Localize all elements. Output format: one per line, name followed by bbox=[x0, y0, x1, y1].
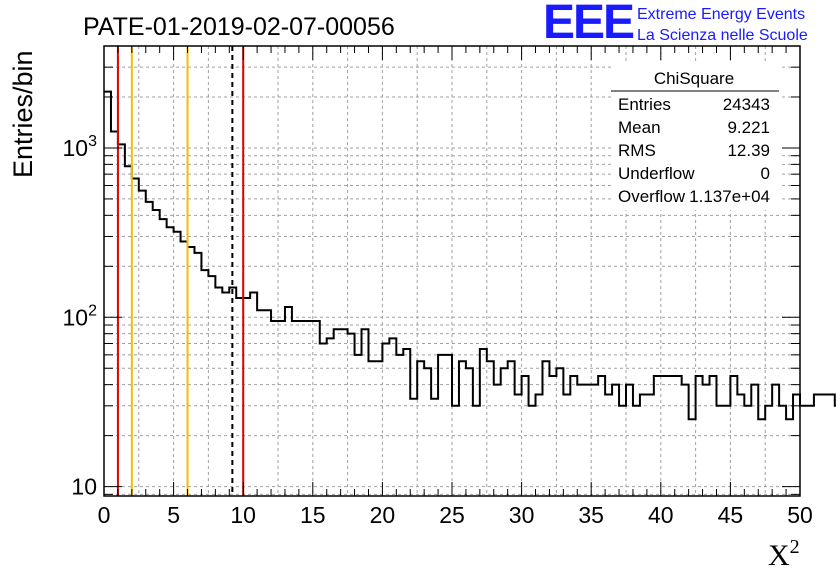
stats-overflow-value: 1.137e+04 bbox=[689, 187, 770, 206]
y-axis-ticks: 10 102 103 bbox=[63, 45, 800, 500]
eee-logo: EEE Extreme Energy Events La Scienza nel… bbox=[543, 0, 808, 49]
stats-entries-value: 24343 bbox=[723, 95, 770, 114]
x-tick-label: 25 bbox=[439, 502, 465, 528]
eee-logo-text: EEE bbox=[543, 0, 634, 49]
logo-line-2: La Scienza nelle Scuole bbox=[637, 27, 808, 44]
stats-overflow-label: Overflow bbox=[618, 187, 686, 206]
stats-underflow-label: Underflow bbox=[618, 164, 695, 183]
stats-rms-label: RMS bbox=[618, 141, 656, 160]
stats-rms-value: 12.39 bbox=[727, 141, 770, 160]
y-axis-label: Entries/bin bbox=[8, 50, 38, 178]
stats-entries-label: Entries bbox=[618, 95, 671, 114]
stats-mean-label: Mean bbox=[618, 118, 661, 137]
y-tick-label: 103 bbox=[63, 133, 98, 161]
x-tick-label: 0 bbox=[98, 502, 111, 528]
logo-line-1: Extreme Energy Events bbox=[637, 6, 805, 23]
x-tick-label: 20 bbox=[370, 502, 396, 528]
x-tick-label: 50 bbox=[787, 502, 813, 528]
x-axis-label-base: X bbox=[768, 539, 790, 572]
x-tick-label: 5 bbox=[167, 502, 180, 528]
x-tick-label: 10 bbox=[230, 502, 256, 528]
stats-title: ChiSquare bbox=[654, 69, 734, 88]
stats-underflow-value: 0 bbox=[761, 164, 770, 183]
marker-lines bbox=[116, 46, 245, 496]
y-tick-label: 10 bbox=[71, 474, 97, 500]
x-axis-ticks: 0 5 10 15 20 25 30 35 40 45 50 bbox=[98, 46, 813, 528]
x-tick-label: 40 bbox=[648, 502, 674, 528]
x-axis-label-sup: 2 bbox=[790, 536, 800, 558]
x-axis-label: X2 bbox=[768, 536, 800, 572]
x-tick-label: 35 bbox=[578, 502, 604, 528]
y-tick-label: 102 bbox=[63, 302, 98, 330]
x-tick-label: 30 bbox=[509, 502, 535, 528]
stats-box: ChiSquare Entries 24343 Mean 9.221 RMS 1… bbox=[611, 62, 779, 210]
stats-mean-value: 9.221 bbox=[727, 118, 770, 137]
run-title: PATE-01-2019-02-07-00056 bbox=[83, 13, 395, 41]
x-tick-label: 15 bbox=[300, 502, 326, 528]
x-tick-label: 45 bbox=[718, 502, 744, 528]
